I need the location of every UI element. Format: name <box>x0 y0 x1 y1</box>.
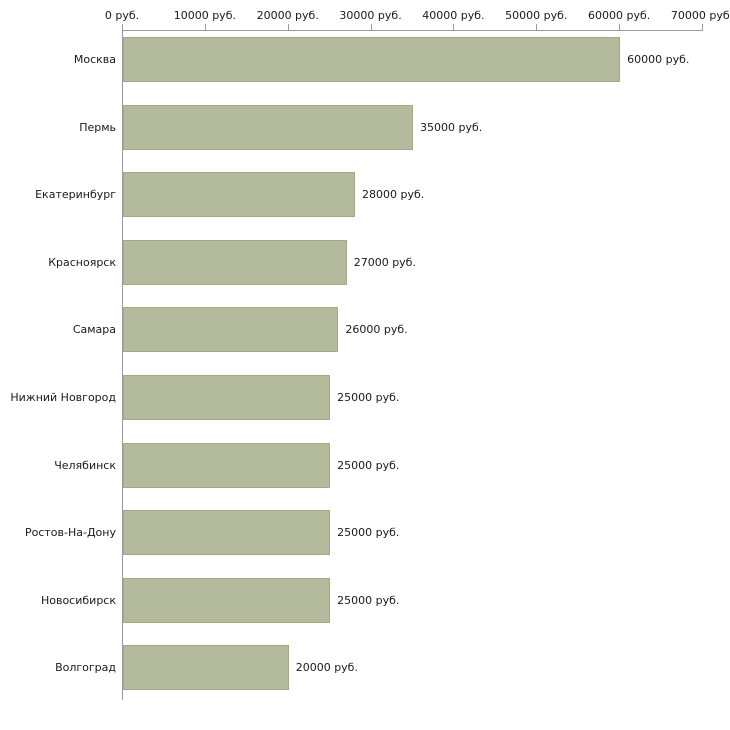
bar <box>123 104 413 150</box>
bar <box>123 37 621 82</box>
bar-row: Москва 60000 руб. <box>0 37 730 82</box>
bar-row: Красноярск 27000 руб. <box>0 239 730 285</box>
x-tick-label: 0 руб. <box>104 9 140 22</box>
value-label: 25000 руб. <box>337 458 400 472</box>
category-label: Новосибирск <box>40 593 116 607</box>
bar-row: Самара 26000 руб. <box>0 307 730 353</box>
x-tick-label: 20000 руб. <box>256 9 319 22</box>
category-label: Самара <box>72 323 116 337</box>
x-tick-mark <box>453 24 455 30</box>
x-tick-mark <box>370 24 372 30</box>
bar-row: Волгоград 20000 руб. <box>0 645 730 691</box>
category-label: Красноярск <box>48 255 116 269</box>
bar-row: Ростов-На-Дону 25000 руб. <box>0 510 730 556</box>
category-label: Челябинск <box>54 458 116 472</box>
x-tick-mark <box>619 24 621 30</box>
bar-row: Екатеринбург 28000 руб. <box>0 172 730 218</box>
bar <box>123 375 331 420</box>
value-label: 20000 руб. <box>295 661 358 675</box>
bar <box>123 172 355 218</box>
bar <box>123 307 339 353</box>
x-tick-label: 10000 руб. <box>173 9 236 22</box>
bar-row: Пермь 35000 руб. <box>0 104 730 150</box>
value-label: 25000 руб. <box>337 593 400 607</box>
bar <box>123 442 331 488</box>
value-label: 27000 руб. <box>353 255 416 269</box>
value-label: 26000 руб. <box>345 323 408 337</box>
x-tick-label: 50000 руб. <box>505 9 568 22</box>
x-tick-mark <box>287 24 289 30</box>
x-tick-label: 60000 руб. <box>588 9 651 22</box>
value-label: 25000 руб. <box>337 526 400 540</box>
category-label: Ростов-На-Дону <box>24 526 116 540</box>
x-tick-label: 70000 руб. <box>670 9 730 22</box>
bar-row: Нижний Новгород 25000 руб. <box>0 375 730 420</box>
x-tick-mark <box>122 24 123 30</box>
x-tick-mark <box>702 24 703 30</box>
x-axis-line <box>122 30 703 31</box>
x-tick-mark <box>536 24 538 30</box>
bar-row: Челябинск 25000 руб. <box>0 442 730 488</box>
value-label: 35000 руб. <box>420 120 483 134</box>
category-label: Екатеринбург <box>35 188 116 202</box>
value-label: 28000 руб. <box>362 188 425 202</box>
bar-row: Новосибирск 25000 руб. <box>0 577 730 623</box>
category-label: Волгоград <box>55 661 116 675</box>
bar <box>123 577 331 623</box>
category-label: Нижний Новгород <box>10 391 116 404</box>
value-label: 60000 руб. <box>627 53 690 66</box>
x-tick-label: 30000 руб. <box>339 9 402 22</box>
bar <box>123 239 347 285</box>
category-label: Москва <box>73 53 116 66</box>
x-tick-label: 40000 руб. <box>422 9 485 22</box>
x-tick-mark <box>204 24 206 30</box>
bar <box>123 510 331 556</box>
category-label: Пермь <box>79 120 116 134</box>
value-label: 25000 руб. <box>337 391 400 404</box>
y-axis-line <box>122 30 123 700</box>
bar <box>123 645 289 691</box>
